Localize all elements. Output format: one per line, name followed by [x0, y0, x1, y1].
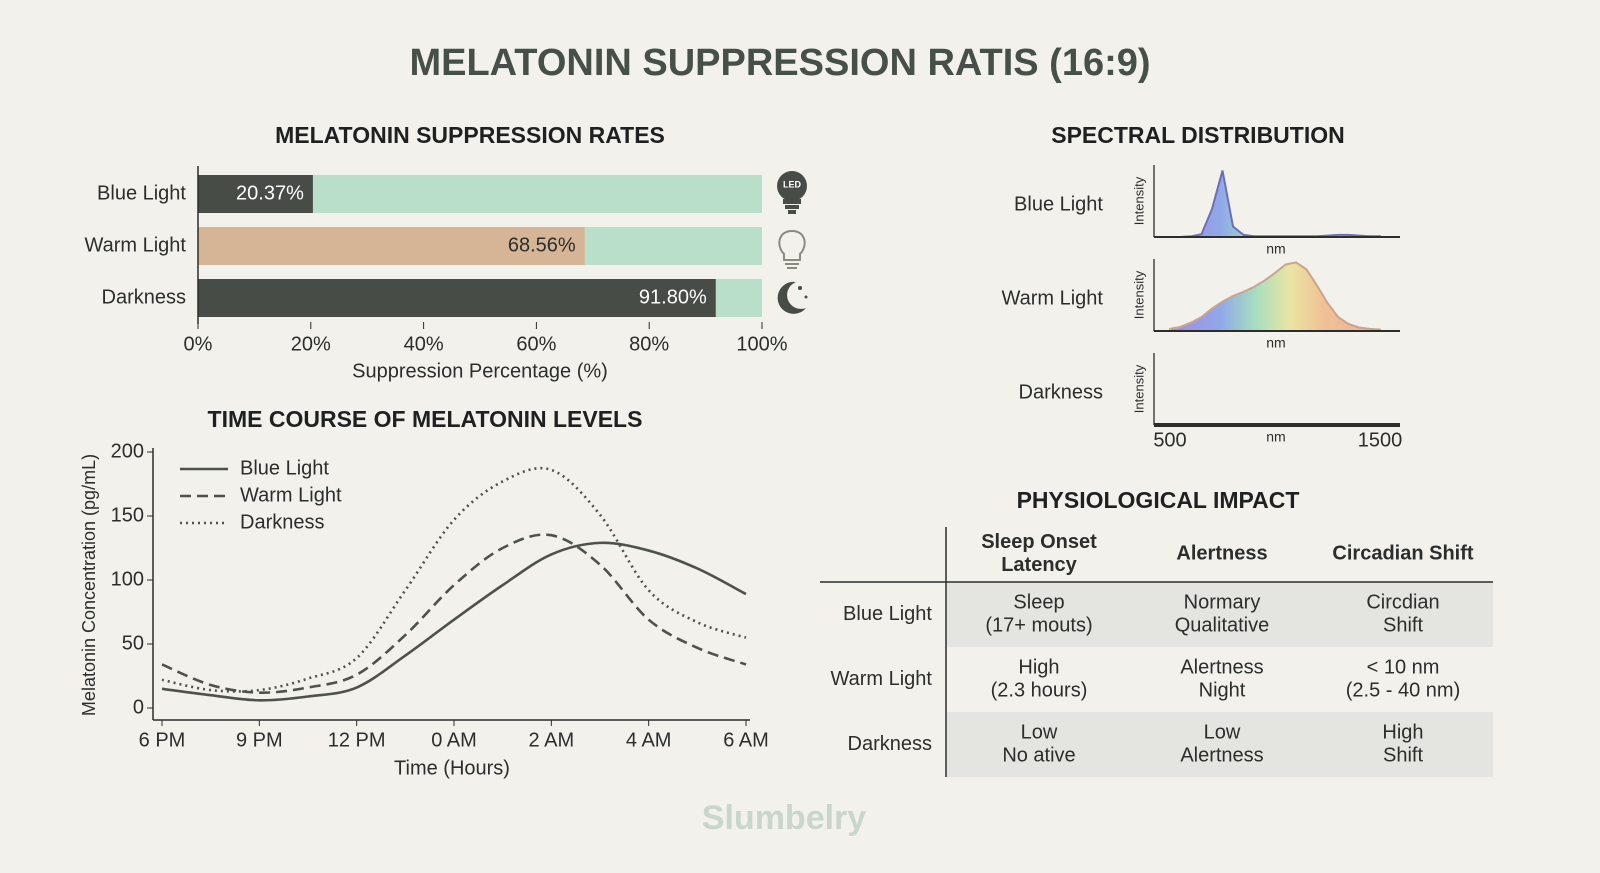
- table-cell: Shift: [1383, 614, 1423, 636]
- table-cell: Normary: [1184, 591, 1261, 613]
- table-cell: (17+ mouts): [985, 614, 1092, 636]
- legend-label: Warm Light: [240, 484, 342, 506]
- table-cell: (2.3 hours): [991, 679, 1088, 701]
- category-label: Warm Light: [84, 234, 186, 256]
- y-tick-label: 50: [122, 632, 144, 654]
- table-title: PHYSIOLOGICAL IMPACT: [1017, 487, 1300, 513]
- svg-text:LED: LED: [783, 179, 802, 189]
- led-icon: LED: [777, 171, 807, 214]
- table-cell: Night: [1199, 679, 1246, 701]
- table-cell: Low: [1204, 721, 1241, 743]
- x-axis-label: nm: [1266, 335, 1285, 351]
- row-shade: [946, 712, 1493, 777]
- x-axis-label: Time (Hours): [394, 757, 510, 779]
- x-tick-label: 4 AM: [626, 729, 672, 751]
- x-tick-label: 60%: [516, 333, 556, 355]
- x-tick-label: 6 PM: [139, 729, 186, 751]
- x-tick-label: 9 PM: [236, 729, 283, 751]
- x-tick-label: 20%: [291, 333, 331, 355]
- table-cell: Circdian: [1366, 591, 1439, 613]
- value-label: 20.37%: [236, 182, 304, 204]
- series-line: [161, 541, 747, 702]
- table-cell: Low: [1021, 721, 1058, 743]
- table-cell: High: [1018, 656, 1059, 678]
- chart-title: TIME COURSE OF MELATONIN LEVELS: [208, 406, 643, 432]
- row-label: Warm Light: [830, 668, 932, 690]
- x-tick-label: 1500: [1358, 429, 1403, 451]
- x-tick-label: 40%: [404, 333, 444, 355]
- bar: [198, 227, 585, 265]
- x-tick-label: 500: [1153, 429, 1186, 451]
- table-cell: Shift: [1383, 744, 1423, 766]
- legend-label: Darkness: [240, 511, 324, 533]
- table-cell: Qualitative: [1175, 614, 1270, 636]
- y-tick-label: 150: [111, 504, 144, 526]
- row-label: Blue Light: [843, 603, 932, 625]
- bar: [198, 279, 716, 317]
- table-cell: Alertness: [1180, 744, 1263, 766]
- column-header: Latency: [1001, 554, 1077, 576]
- x-tick-label: 0 AM: [431, 729, 477, 751]
- bulb-icon: [778, 229, 806, 269]
- row-label: Darkness: [848, 733, 932, 755]
- value-label: 91.80%: [639, 286, 707, 308]
- y-axis-label: Intensity: [1131, 270, 1146, 319]
- x-tick-label: 100%: [736, 333, 787, 355]
- x-tick-label: 2 AM: [529, 729, 575, 751]
- series-label: Blue Light: [1014, 193, 1103, 215]
- page-title: MELATONIN SUPPRESSION RATIS (16:9): [409, 42, 1150, 84]
- y-axis-label: Melatonin Concentration (pg/mL): [79, 454, 99, 716]
- value-label: 68.56%: [508, 234, 576, 256]
- table-cell: Alertness: [1180, 656, 1263, 678]
- y-tick-label: 0: [133, 696, 144, 718]
- y-tick-label: 200: [111, 440, 144, 462]
- x-axis-label: nm: [1266, 241, 1285, 257]
- table-cell: No ative: [1002, 744, 1075, 766]
- table-cell: Sleep: [1013, 591, 1064, 613]
- y-tick-label: 100: [111, 568, 144, 590]
- x-tick-label: 0%: [184, 333, 213, 355]
- x-tick-label: 80%: [629, 333, 669, 355]
- y-axis-label: Intensity: [1131, 364, 1146, 413]
- table-cell: High: [1382, 721, 1423, 743]
- moon-icon: [777, 281, 808, 314]
- column-header: Alertness: [1176, 542, 1267, 564]
- chart-title: SPECTRAL DISTRIBUTION: [1051, 122, 1344, 148]
- x-tick-label: 12 PM: [328, 729, 386, 751]
- x-axis-label: Suppression Percentage (%): [352, 360, 608, 382]
- charts: MELATONIN SUPPRESSION RATES Blue Light 20.…: [79, 122, 1493, 779]
- table-cell: < 10 nm: [1367, 656, 1440, 678]
- y-axis-label: Intensity: [1131, 176, 1146, 225]
- column-header: Circadian Shift: [1332, 542, 1473, 564]
- footer-brand: Slumbelry: [702, 799, 866, 837]
- column-header: Sleep Onset: [981, 531, 1097, 553]
- category-label: Blue Light: [97, 182, 186, 204]
- x-tick-label: 6 AM: [723, 729, 769, 751]
- chart-title: MELATONIN SUPPRESSION RATES: [275, 122, 665, 148]
- table-cell: (2.5 - 40 nm): [1346, 679, 1460, 701]
- row-shade: [946, 582, 1493, 647]
- spectrum-area: [1169, 261, 1381, 332]
- x-axis-label: nm: [1266, 429, 1285, 445]
- bar: [198, 175, 313, 213]
- series-label: Warm Light: [1001, 287, 1103, 309]
- series-label: Darkness: [1019, 381, 1103, 403]
- series-line: [161, 533, 747, 694]
- legend-label: Blue Light: [240, 457, 329, 479]
- category-label: Darkness: [102, 286, 186, 308]
